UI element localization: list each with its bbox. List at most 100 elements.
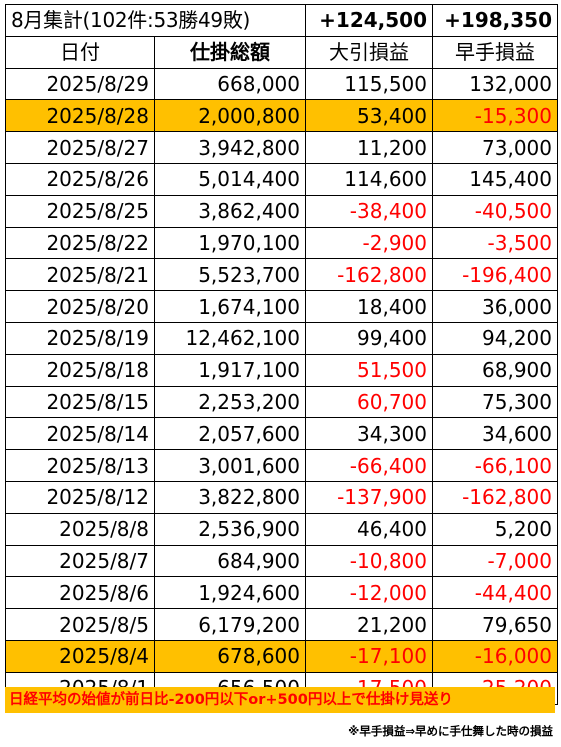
table-row: 2025/8/22 1,970,100 -2,900 -3,500 <box>5 226 558 260</box>
skip-rule-notice: 日経平均の始値が前日比-200円以下or+500円以上で仕掛け見送り <box>5 687 555 713</box>
table-row: 2025/8/4 678,600 -17,100 -16,000 <box>5 639 558 673</box>
row-close-pl: 60,700 <box>305 385 433 419</box>
row-close-pl: -2,900 <box>305 226 433 260</box>
row-early-pl: -3,500 <box>432 226 558 260</box>
row-date: 2025/8/25 <box>5 194 155 228</box>
table-row: 2025/8/20 1,674,100 18,400 36,000 <box>5 290 558 323</box>
row-date: 2025/8/20 <box>5 290 155 323</box>
row-date: 2025/8/19 <box>5 321 155 355</box>
row-amount: 1,674,100 <box>154 290 306 323</box>
row-date: 2025/8/26 <box>5 162 155 196</box>
total-close-pl: +124,500 <box>305 4 433 37</box>
table-row: 2025/8/6 1,924,600 -12,000 -44,400 <box>5 576 558 610</box>
footnote: ※早手損益⇒早めに手仕舞した時の損益 <box>348 724 553 738</box>
row-early-pl: -162,800 <box>432 480 558 514</box>
row-date: 2025/8/12 <box>5 480 155 514</box>
row-early-pl: -7,000 <box>432 544 558 578</box>
table-row: 2025/8/13 3,001,600 -66,400 -66,100 <box>5 449 558 482</box>
row-close-pl: 114,600 <box>305 162 433 196</box>
row-close-pl: -12,000 <box>305 576 433 610</box>
row-early-pl: 34,600 <box>432 417 558 451</box>
row-amount: 2,253,200 <box>154 385 306 419</box>
row-amount: 1,970,100 <box>154 226 306 260</box>
row-amount: 684,900 <box>154 544 306 578</box>
row-close-pl: -10,800 <box>305 544 433 578</box>
row-date: 2025/8/6 <box>5 576 155 610</box>
summary-title: 8月集計(102件:53勝49敗) <box>5 4 306 37</box>
total-early-pl: +198,350 <box>432 4 558 37</box>
row-amount: 2,057,600 <box>154 417 306 451</box>
row-early-pl: -15,300 <box>432 99 558 133</box>
row-close-pl: 99,400 <box>305 321 433 355</box>
row-close-pl: -17,100 <box>305 639 433 673</box>
monthly-pl-table: 8月集計(102件:53勝49敗) +124,500 +198,350 日付 仕… <box>5 4 558 705</box>
table-row: 2025/8/7 684,900 -10,800 -7,000 <box>5 544 558 578</box>
row-date: 2025/8/4 <box>5 639 155 673</box>
summary-row: 8月集計(102件:53勝49敗) +124,500 +198,350 <box>5 4 558 37</box>
row-amount: 668,000 <box>154 67 306 101</box>
row-amount: 3,862,400 <box>154 194 306 228</box>
row-early-pl: 5,200 <box>432 512 558 546</box>
row-early-pl: -66,100 <box>432 449 558 482</box>
row-early-pl: -196,400 <box>432 258 558 292</box>
table-row: 2025/8/18 1,917,100 51,500 68,900 <box>5 353 558 387</box>
row-date: 2025/8/8 <box>5 512 155 546</box>
row-early-pl: 132,000 <box>432 67 558 101</box>
row-close-pl: 51,500 <box>305 353 433 387</box>
table-row: 2025/8/19 12,462,100 99,400 94,200 <box>5 321 558 355</box>
table-row: 2025/8/28 2,000,800 53,400 -15,300 <box>5 99 558 133</box>
row-amount: 1,917,100 <box>154 353 306 387</box>
row-amount: 1,924,600 <box>154 576 306 610</box>
row-date: 2025/8/28 <box>5 99 155 133</box>
row-close-pl: 115,500 <box>305 67 433 101</box>
table-row: 2025/8/8 2,536,900 46,400 5,200 <box>5 512 558 546</box>
row-date: 2025/8/13 <box>5 449 155 482</box>
col-header-amount: 仕掛総額 <box>154 35 306 69</box>
table-row: 2025/8/21 5,523,700 -162,800 -196,400 <box>5 258 558 292</box>
row-early-pl: 145,400 <box>432 162 558 196</box>
table-row: 2025/8/15 2,253,200 60,700 75,300 <box>5 385 558 419</box>
row-amount: 5,523,700 <box>154 258 306 292</box>
table-row: 2025/8/25 3,862,400 -38,400 -40,500 <box>5 194 558 228</box>
row-amount: 12,462,100 <box>154 321 306 355</box>
row-close-pl: 34,300 <box>305 417 433 451</box>
row-early-pl: 79,650 <box>432 608 558 641</box>
row-amount: 3,942,800 <box>154 131 306 164</box>
row-close-pl: -66,400 <box>305 449 433 482</box>
row-amount: 3,001,600 <box>154 449 306 482</box>
row-amount: 678,600 <box>154 639 306 673</box>
row-date: 2025/8/15 <box>5 385 155 419</box>
col-header-date: 日付 <box>5 35 155 69</box>
col-header-close-pl: 大引損益 <box>305 35 433 69</box>
row-close-pl: 11,200 <box>305 131 433 164</box>
row-date: 2025/8/29 <box>5 67 155 101</box>
row-amount: 2,000,800 <box>154 99 306 133</box>
row-early-pl: -40,500 <box>432 194 558 228</box>
table-row: 2025/8/12 3,822,800 -137,900 -162,800 <box>5 480 558 514</box>
row-date: 2025/8/27 <box>5 131 155 164</box>
row-close-pl: -38,400 <box>305 194 433 228</box>
row-date: 2025/8/5 <box>5 608 155 641</box>
row-close-pl: -137,900 <box>305 480 433 514</box>
row-close-pl: -162,800 <box>305 258 433 292</box>
table-row: 2025/8/26 5,014,400 114,600 145,400 <box>5 162 558 196</box>
table-row: 2025/8/27 3,942,800 11,200 73,000 <box>5 131 558 164</box>
row-date: 2025/8/18 <box>5 353 155 387</box>
row-date: 2025/8/22 <box>5 226 155 260</box>
row-close-pl: 21,200 <box>305 608 433 641</box>
row-close-pl: 53,400 <box>305 99 433 133</box>
row-early-pl: -44,400 <box>432 576 558 610</box>
row-date: 2025/8/7 <box>5 544 155 578</box>
row-date: 2025/8/14 <box>5 417 155 451</box>
table-row: 2025/8/29 668,000 115,500 132,000 <box>5 67 558 101</box>
row-amount: 6,179,200 <box>154 608 306 641</box>
row-amount: 3,822,800 <box>154 480 306 514</box>
column-header-row: 日付 仕掛総額 大引損益 早手損益 <box>5 35 558 69</box>
table-row: 2025/8/5 6,179,200 21,200 79,650 <box>5 608 558 641</box>
row-date: 2025/8/21 <box>5 258 155 292</box>
row-close-pl: 18,400 <box>305 290 433 323</box>
row-early-pl: 68,900 <box>432 353 558 387</box>
row-early-pl: -16,000 <box>432 639 558 673</box>
row-close-pl: 46,400 <box>305 512 433 546</box>
row-early-pl: 75,300 <box>432 385 558 419</box>
